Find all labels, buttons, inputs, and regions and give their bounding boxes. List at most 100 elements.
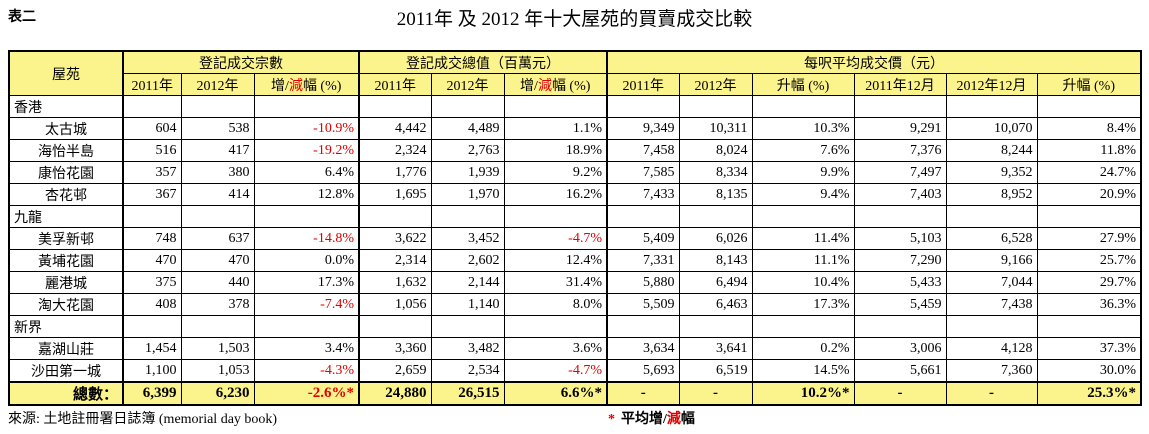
estate-name: 沙田第一城 [8,359,124,383]
estate-name: 海怡半島 [8,139,124,162]
data-cell: 12.8% [253,183,360,206]
data-cell: 9.4% [751,183,855,206]
subheader: 增/減幅 (%) [503,73,608,96]
data-cell: 3,641 [678,337,753,360]
empty-cell [253,315,360,338]
empty-cell [122,205,182,228]
data-cell: 5,661 [853,359,947,383]
data-cell: 3,452 [430,227,505,250]
data-cell: 1,053 [180,359,255,383]
data-cell: 8,334 [678,161,753,184]
data-cell: 1,939 [430,161,505,184]
data-cell: 357 [122,161,182,184]
empty-cell [122,315,182,338]
subheader-part: 2011年 [622,78,664,94]
region-label: 新界 [8,315,124,338]
data-cell: 4,489 [430,117,505,140]
empty-cell [430,95,505,118]
subheader-part: 增/ [520,78,538,94]
data-cell: 16.2% [503,183,608,206]
data-cell: 7,376 [853,139,947,162]
data-cell: 1,100 [122,359,182,383]
data-cell: 3,006 [853,337,947,360]
data-cell: 604 [122,117,182,140]
group-header: 每呎平均成交價（元） [606,50,1142,74]
subheader: 2012年 [430,73,505,96]
data-cell: 7,403 [853,183,947,206]
data-cell: 637 [180,227,255,250]
data-cell: 8,135 [678,183,753,206]
data-cell: 14.5% [751,359,855,383]
data-cell: 2,602 [430,249,505,272]
estate-name: 太古城 [8,117,124,140]
data-cell: 7.6% [751,139,855,162]
subheader-part: 2012年 [196,78,239,94]
table-body: 香港 太古城 604 538 -10.9% 4,442 4,489 1.1% 9,349 10,3… [8,95,1142,406]
empty-cell [1036,205,1142,228]
empty-cell [358,205,432,228]
data-cell: 6,026 [678,227,753,250]
data-cell: 516 [122,139,182,162]
subheader: 增/減幅 (%) [253,73,360,96]
data-cell: 8.0% [503,293,608,316]
data-cell: 7,360 [945,359,1038,383]
empty-cell [430,315,505,338]
subheader-part: 升幅 (%) [776,78,830,94]
estate-name: 康怡花園 [8,161,124,184]
empty-cell [358,95,432,118]
data-row: 麗港城 375 440 17.3% 1,632 2,144 31.4% 5,880 6,494 1… [8,271,1142,294]
data-cell: 9,166 [945,249,1038,272]
data-cell: 3,622 [358,227,432,250]
data-cell: 7,044 [945,271,1038,294]
data-cell: 5,459 [853,293,947,316]
data-cell: 17.3% [253,271,360,294]
empty-cell [606,205,680,228]
empty-cell [253,95,360,118]
data-cell: 3.6% [503,337,608,360]
subheader-row: 2011年 2012年 增/減幅 (%) 2011年 2012年 增/減幅 (%) 2011… [9,73,1142,96]
data-cell: 1,695 [358,183,432,206]
data-cell: 1,503 [180,337,255,360]
total-cell: -2.6%* [253,381,360,406]
data-cell: 9,349 [606,117,680,140]
data-cell: 18.9% [503,139,608,162]
data-cell: 6,463 [678,293,753,316]
data-cell: 5,880 [606,271,680,294]
data-cell: 7,585 [606,161,680,184]
empty-cell [122,95,182,118]
empty-cell [503,205,608,228]
group-header: 登記成交總值（百萬元） [358,50,608,74]
data-cell: 538 [180,117,255,140]
data-cell: 5,509 [606,293,680,316]
data-cell: 378 [180,293,255,316]
data-cell: 11.8% [1036,139,1142,162]
empty-cell [606,315,680,338]
empty-cell [945,95,1038,118]
data-row: 美孚新邨 748 637 -14.8% 3,622 3,452 -4.7% 5,409 6,02… [8,227,1142,250]
data-cell: 10,070 [945,117,1038,140]
data-cell: 3,360 [358,337,432,360]
subheader-part: 幅 (%) [302,78,342,94]
data-cell: 17.3% [751,293,855,316]
data-cell: 2,324 [358,139,432,162]
estate-name: 黃埔花園 [8,249,124,272]
subheader: 2011年 [122,73,182,96]
region-label: 九龍 [8,205,124,228]
data-cell: 1,970 [430,183,505,206]
data-cell: 30.0% [1036,359,1142,383]
empty-cell [1036,95,1142,118]
estate-name: 淘大花園 [8,293,124,316]
data-cell: 3,634 [606,337,680,360]
data-cell: 2,144 [430,271,505,294]
estate-name: 杏花邨 [8,183,124,206]
total-cell: - [606,381,680,406]
data-cell: -14.8% [253,227,360,250]
total-label: 總數： [8,381,124,406]
data-cell: 1,454 [122,337,182,360]
note-part: * [608,412,615,427]
data-cell: 24.7% [1036,161,1142,184]
data-cell: 20.9% [1036,183,1142,206]
asterisk-note: * 平均增/減幅 [608,408,695,428]
data-cell: 36.3% [1036,293,1142,316]
data-cell: 1,632 [358,271,432,294]
